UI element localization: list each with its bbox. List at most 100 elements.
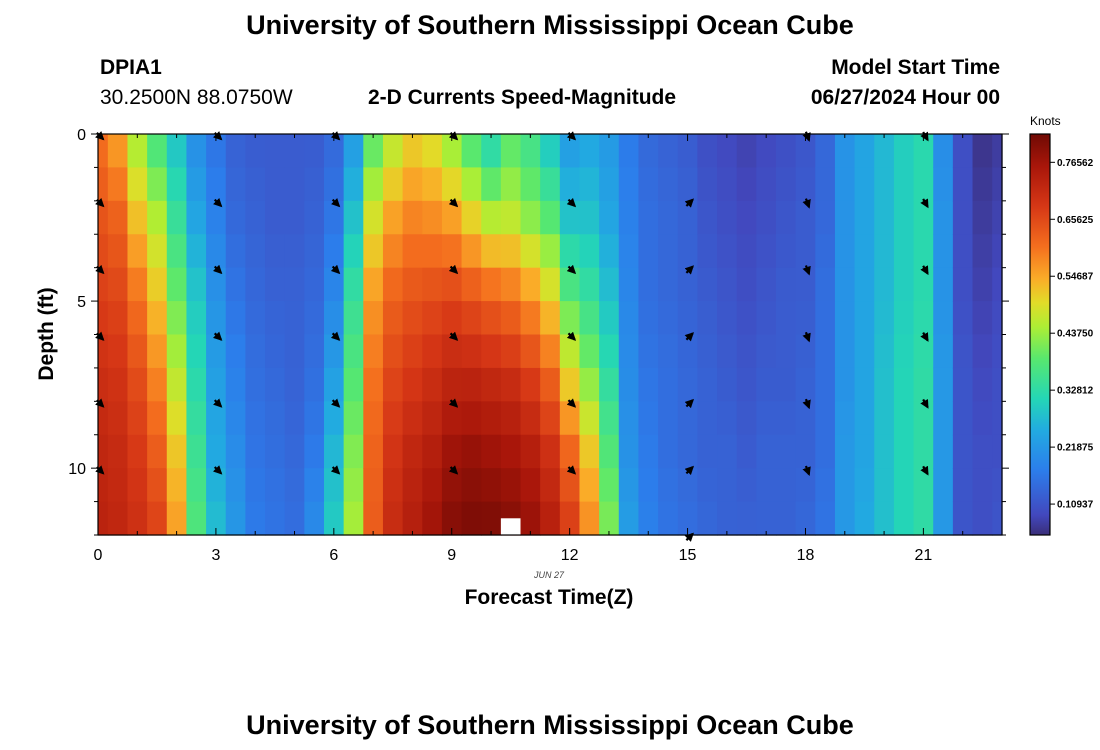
heatmap-cell	[540, 234, 561, 269]
colorbar-label: Knots	[1030, 114, 1061, 128]
heatmap-cell	[599, 167, 620, 202]
heatmap-cell	[166, 501, 188, 536]
current-arrow	[566, 197, 577, 208]
heatmap-cell	[461, 134, 482, 169]
heatmap-cell	[206, 200, 227, 235]
heatmap-cell	[933, 367, 954, 402]
heatmap-cell	[972, 434, 993, 469]
heatmap-cell	[422, 301, 443, 336]
heatmap-cell	[441, 501, 463, 536]
heatmap-cell	[913, 167, 934, 202]
heatmap-cell	[363, 468, 384, 503]
heatmap-cell	[284, 334, 305, 369]
current-arrow	[448, 197, 459, 208]
heatmap-cell	[834, 367, 856, 402]
heatmap-cell	[441, 167, 463, 202]
heatmap-cell	[441, 200, 463, 235]
heatmap-cell	[972, 501, 993, 536]
heatmap-cell	[206, 367, 227, 402]
heatmap-cell	[481, 367, 502, 402]
heatmap-cell	[618, 200, 640, 235]
heatmap-cell	[677, 167, 698, 202]
heatmap-cell	[776, 267, 797, 302]
heatmap-cell	[854, 200, 875, 235]
heatmap-cell	[245, 301, 266, 336]
heatmap-cell	[382, 200, 404, 235]
heatmap-cell	[441, 434, 463, 469]
heatmap-cell	[854, 501, 875, 536]
heatmap-cell	[245, 401, 266, 436]
heatmap-cell	[166, 267, 188, 302]
heatmap-cell	[736, 267, 757, 302]
heatmap-cell	[854, 267, 875, 302]
heatmap-cell	[500, 401, 522, 436]
heatmap-cell	[599, 200, 620, 235]
heatmap-cell	[795, 267, 816, 302]
heatmap-cell	[638, 401, 659, 436]
current-arrow	[920, 398, 929, 409]
current-arrow	[213, 398, 223, 408]
heatmap-cell	[481, 134, 502, 169]
current-arrow	[448, 465, 459, 475]
heatmap-cell	[579, 134, 600, 169]
heatmap-cell	[343, 334, 364, 369]
heatmap-cell	[481, 434, 502, 469]
heatmap-cell	[147, 401, 168, 436]
heatmap-cell	[127, 334, 148, 369]
heatmap-cell	[107, 234, 129, 269]
heatmap-cell	[677, 200, 698, 235]
heatmap-cell	[854, 301, 875, 336]
heatmap-cell	[147, 434, 168, 469]
heatmap-cell	[304, 267, 325, 302]
heatmap-cell	[265, 267, 286, 302]
heatmap-cell	[834, 401, 856, 436]
heatmap-cell	[540, 367, 561, 402]
heatmap-cell	[756, 334, 777, 369]
heatmap-cell	[225, 367, 246, 402]
heatmap-cell	[461, 468, 482, 503]
heatmap-cell	[579, 167, 600, 202]
heatmap-cell	[402, 434, 423, 469]
heatmap-cell	[834, 200, 856, 235]
heatmap-cell	[127, 501, 148, 536]
heatmap-cell	[166, 134, 188, 169]
heatmap-cell	[481, 167, 502, 202]
heatmap-cell	[206, 301, 227, 336]
heatmap-cell	[225, 167, 246, 202]
heatmap-cell	[795, 301, 816, 336]
heatmap-cell	[324, 200, 345, 235]
heatmap-cell	[500, 468, 522, 503]
date-label: JUN 27	[533, 570, 565, 580]
heatmap-cell	[756, 234, 777, 269]
heatmap-cell	[441, 267, 463, 302]
heatmap-cell	[206, 501, 227, 536]
heatmap-cell	[107, 301, 129, 336]
current-arrow	[920, 465, 929, 476]
heatmap-cell	[776, 401, 797, 436]
heatmap-cell	[834, 234, 856, 269]
heatmap-cell	[304, 468, 325, 503]
heatmap-cell	[166, 167, 188, 202]
current-arrow	[802, 398, 811, 410]
heatmap-cell	[147, 167, 168, 202]
heatmap-cell	[363, 401, 384, 436]
heatmap-cell	[284, 367, 305, 402]
heatmap-cell	[324, 234, 345, 269]
heatmap-cell	[324, 334, 345, 369]
heatmap-cell	[638, 367, 659, 402]
heatmap-cell	[992, 134, 1003, 169]
current-arrow	[684, 465, 694, 476]
heatmap-cell	[206, 334, 227, 369]
heatmap-cell	[913, 234, 934, 269]
heatmap-cell	[874, 301, 895, 336]
heatmap-cell	[795, 434, 816, 469]
heatmap-cell	[618, 401, 640, 436]
heatmap-cell	[933, 434, 954, 469]
heatmap-cell	[717, 234, 738, 269]
heatmap-cell	[834, 167, 856, 202]
heatmap-cell	[913, 134, 934, 169]
heatmap-cell	[363, 367, 384, 402]
heatmap-cell	[245, 501, 266, 536]
heatmap-cell	[324, 267, 345, 302]
